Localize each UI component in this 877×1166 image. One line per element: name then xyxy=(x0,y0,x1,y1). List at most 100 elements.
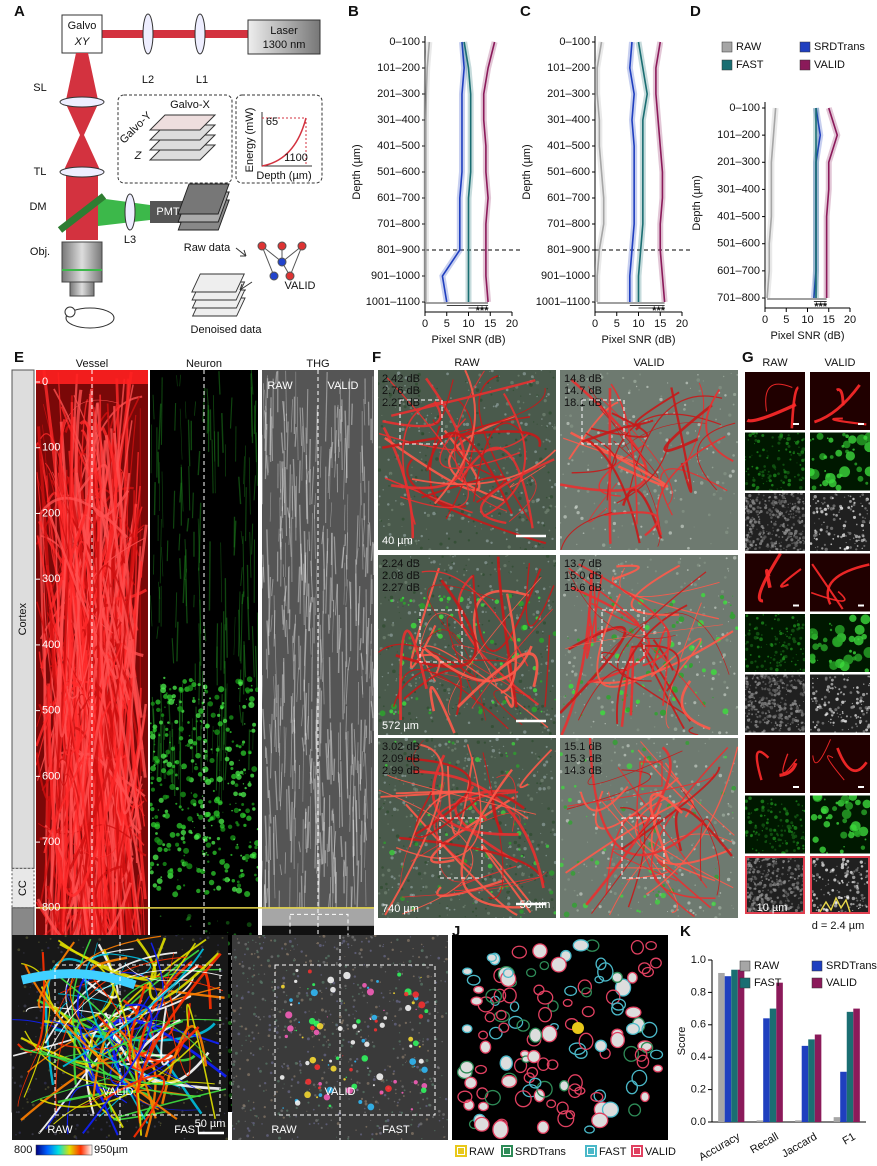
texture-dot xyxy=(515,764,520,768)
y-tick-label: 301–400 xyxy=(717,183,760,195)
texture-dot xyxy=(843,528,845,530)
texture-dot xyxy=(759,510,763,514)
texture-streak xyxy=(238,476,242,505)
texture-dot xyxy=(695,673,699,677)
texture-dot xyxy=(469,584,471,587)
texture-dot xyxy=(507,615,510,619)
texture-dot xyxy=(447,537,451,540)
texture-dot xyxy=(794,502,797,505)
texture-stroke xyxy=(75,472,131,709)
texture-dot xyxy=(692,400,694,402)
texture-dot xyxy=(455,704,457,706)
texture-dot xyxy=(719,497,723,501)
texture-dot xyxy=(585,865,588,867)
texture-streak xyxy=(224,661,227,720)
texture-dot xyxy=(378,718,382,723)
texture-dot xyxy=(509,845,512,848)
texture-dot xyxy=(701,593,706,598)
texture-dot xyxy=(404,384,406,387)
texture-streak xyxy=(369,648,372,679)
x-tick-label: 15 xyxy=(484,318,496,330)
texture-dot xyxy=(569,414,572,418)
texture-dot xyxy=(692,842,694,845)
texture-dot xyxy=(552,559,556,563)
texture-stroke xyxy=(430,796,515,864)
texture-dot xyxy=(669,602,674,607)
texture-dot xyxy=(399,757,403,761)
texture-dot xyxy=(596,582,600,586)
texture-dot xyxy=(654,899,661,905)
texture-dot xyxy=(610,759,613,762)
texture-dot xyxy=(415,716,418,719)
texture-dot xyxy=(387,823,389,825)
texture-dot xyxy=(452,555,454,558)
texture-dot xyxy=(747,508,750,512)
texture-dot xyxy=(842,432,846,437)
texture-dot xyxy=(825,530,829,533)
texture-dot xyxy=(382,489,384,491)
texture-dot xyxy=(792,547,795,550)
texture-streak xyxy=(304,870,307,893)
texture-dot xyxy=(541,418,543,420)
texture-dot xyxy=(411,673,414,677)
texture-dot xyxy=(251,802,255,806)
texture-dot xyxy=(671,624,676,628)
texture-dot xyxy=(619,469,623,473)
texture-streak xyxy=(201,671,204,730)
texture-dot xyxy=(801,438,804,442)
texture-dot xyxy=(200,804,205,809)
texture-dot xyxy=(168,848,171,851)
texture-dot xyxy=(378,807,381,811)
texture-dot xyxy=(534,590,537,593)
texture-dot xyxy=(168,698,175,705)
texture-dot xyxy=(676,620,679,624)
texture-stroke xyxy=(46,688,100,939)
texture-dot xyxy=(832,504,836,508)
texture-dot xyxy=(779,630,781,632)
texture-dot xyxy=(840,535,843,539)
texture-dot xyxy=(487,619,491,623)
texture-dot xyxy=(849,539,851,541)
texture-dot xyxy=(238,687,240,690)
y-tick-label: 0.6 xyxy=(691,1019,706,1031)
texture-dot xyxy=(529,482,533,486)
texture-dot xyxy=(534,450,537,454)
texture-dot xyxy=(167,768,174,775)
texture-dot xyxy=(425,738,429,743)
texture-streak xyxy=(266,529,270,599)
texture-streak xyxy=(277,685,279,749)
texture-dot xyxy=(150,701,155,706)
texture-dot xyxy=(760,535,763,538)
texture-dot xyxy=(797,432,799,435)
texture-stroke xyxy=(665,602,702,729)
texture-stroke xyxy=(611,575,720,620)
texture-stroke xyxy=(587,750,683,785)
texture-streak xyxy=(222,717,225,751)
texture-streak xyxy=(305,427,307,470)
texture-dot xyxy=(157,846,163,853)
texture-dot xyxy=(472,520,475,523)
texture-dot xyxy=(514,438,518,442)
texture-streak xyxy=(176,375,178,387)
texture-dot xyxy=(216,920,219,922)
texture-dot xyxy=(479,382,481,384)
texture-dot xyxy=(519,547,522,549)
texture-dot xyxy=(765,504,768,507)
texture-dot xyxy=(458,712,461,715)
texture-streak xyxy=(371,376,374,444)
texture-stroke xyxy=(436,879,505,898)
texture-dot xyxy=(763,535,767,539)
texture-dot xyxy=(383,722,387,726)
texture-dot xyxy=(689,909,693,913)
texture-dot xyxy=(514,873,518,876)
texture-dot xyxy=(723,680,727,684)
depth-label: 0 xyxy=(42,376,48,388)
texture-dot xyxy=(801,507,805,510)
texture-dot xyxy=(428,557,430,559)
texture-dot xyxy=(564,486,568,489)
texture-dot xyxy=(649,558,652,561)
texture-dot xyxy=(614,580,617,583)
texture-dot xyxy=(455,714,457,717)
texture-dot xyxy=(518,496,522,501)
texture-dot xyxy=(796,462,798,464)
